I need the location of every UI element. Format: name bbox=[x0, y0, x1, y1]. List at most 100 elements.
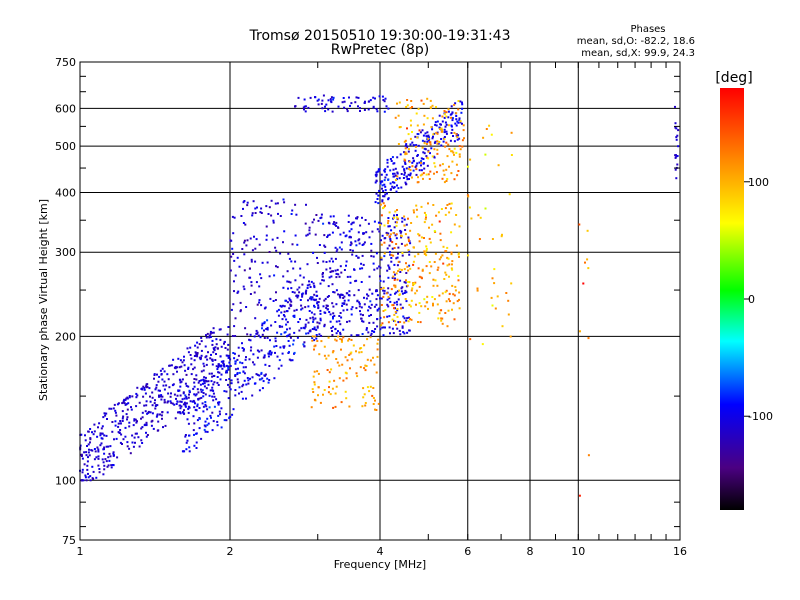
data-point bbox=[205, 405, 208, 408]
data-point bbox=[384, 204, 386, 207]
data-point bbox=[404, 181, 407, 184]
data-point bbox=[220, 407, 223, 410]
data-point bbox=[350, 102, 353, 105]
data-point bbox=[404, 151, 407, 154]
data-point bbox=[396, 171, 399, 174]
data-point bbox=[311, 221, 314, 224]
data-point bbox=[323, 323, 326, 326]
data-point bbox=[384, 185, 387, 188]
data-point bbox=[406, 243, 408, 246]
data-point bbox=[327, 354, 330, 357]
data-point bbox=[435, 214, 438, 217]
data-point bbox=[305, 332, 308, 335]
data-point bbox=[216, 376, 219, 378]
data-point bbox=[193, 433, 195, 436]
data-point bbox=[170, 401, 173, 404]
data-point bbox=[243, 241, 246, 244]
data-point bbox=[249, 237, 252, 240]
data-point bbox=[424, 305, 427, 308]
data-point bbox=[136, 386, 139, 389]
data-point bbox=[448, 165, 450, 168]
data-point bbox=[384, 237, 387, 240]
data-point bbox=[198, 417, 201, 420]
data-point bbox=[287, 334, 290, 337]
data-point bbox=[198, 397, 201, 400]
data-point bbox=[113, 438, 115, 441]
data-point bbox=[335, 385, 338, 388]
data-point bbox=[259, 378, 262, 381]
data-point bbox=[100, 427, 103, 430]
data-point bbox=[273, 377, 276, 380]
data-point bbox=[340, 348, 342, 351]
chart-title: Tromsø 20150510 19:30:00-19:31:43 bbox=[249, 28, 511, 44]
data-point bbox=[386, 269, 389, 272]
data-point bbox=[225, 419, 228, 422]
data-point bbox=[458, 117, 461, 120]
data-point bbox=[281, 325, 284, 328]
data-point bbox=[193, 381, 196, 384]
data-point bbox=[193, 359, 196, 362]
data-point bbox=[312, 251, 315, 254]
data-point bbox=[476, 287, 479, 290]
data-point bbox=[349, 235, 351, 238]
data-point bbox=[122, 415, 125, 418]
data-point bbox=[383, 179, 386, 182]
data-point bbox=[419, 321, 422, 324]
data-point bbox=[422, 151, 425, 154]
data-point bbox=[193, 444, 196, 447]
data-point bbox=[281, 352, 284, 355]
colorbar-label: [deg] bbox=[715, 70, 752, 86]
data-point bbox=[419, 174, 422, 177]
data-point bbox=[405, 145, 408, 148]
data-point bbox=[420, 164, 422, 167]
data-point bbox=[391, 304, 394, 307]
data-point bbox=[317, 304, 320, 307]
data-point bbox=[345, 234, 348, 237]
data-point bbox=[136, 420, 138, 423]
data-point bbox=[358, 351, 361, 354]
data-point bbox=[453, 140, 456, 143]
data-point bbox=[357, 239, 360, 242]
data-point bbox=[210, 372, 213, 375]
data-point bbox=[412, 260, 415, 263]
data-point bbox=[340, 401, 343, 404]
data-point bbox=[442, 140, 445, 143]
data-point bbox=[290, 260, 293, 263]
data-point bbox=[318, 244, 321, 246]
data-point bbox=[427, 202, 429, 205]
data-point bbox=[220, 345, 223, 348]
data-point bbox=[331, 325, 334, 328]
data-point bbox=[266, 319, 269, 322]
data-point bbox=[323, 311, 326, 314]
data-point bbox=[453, 153, 455, 156]
data-point bbox=[466, 254, 469, 257]
data-point bbox=[126, 396, 129, 399]
data-point bbox=[332, 350, 335, 353]
data-point bbox=[293, 309, 296, 312]
data-point bbox=[180, 400, 183, 403]
data-point bbox=[214, 346, 217, 349]
data-point bbox=[387, 222, 389, 225]
data-point bbox=[436, 142, 439, 145]
data-point bbox=[322, 393, 324, 396]
data-point bbox=[244, 327, 247, 330]
data-point bbox=[88, 454, 91, 457]
data-point bbox=[375, 298, 378, 301]
data-point bbox=[325, 103, 328, 106]
data-point bbox=[417, 107, 420, 110]
data-point bbox=[86, 445, 88, 447]
data-point bbox=[438, 114, 441, 117]
data-point bbox=[230, 382, 233, 385]
data-point bbox=[379, 316, 382, 319]
data-point bbox=[389, 332, 391, 335]
data-point bbox=[308, 297, 311, 300]
data-point bbox=[311, 335, 314, 338]
data-point bbox=[332, 406, 335, 409]
data-point bbox=[109, 445, 112, 448]
data-point bbox=[262, 380, 265, 383]
data-point bbox=[277, 308, 280, 311]
data-point bbox=[339, 233, 342, 236]
data-point bbox=[343, 302, 346, 305]
data-point bbox=[431, 117, 434, 120]
data-point bbox=[448, 148, 451, 151]
